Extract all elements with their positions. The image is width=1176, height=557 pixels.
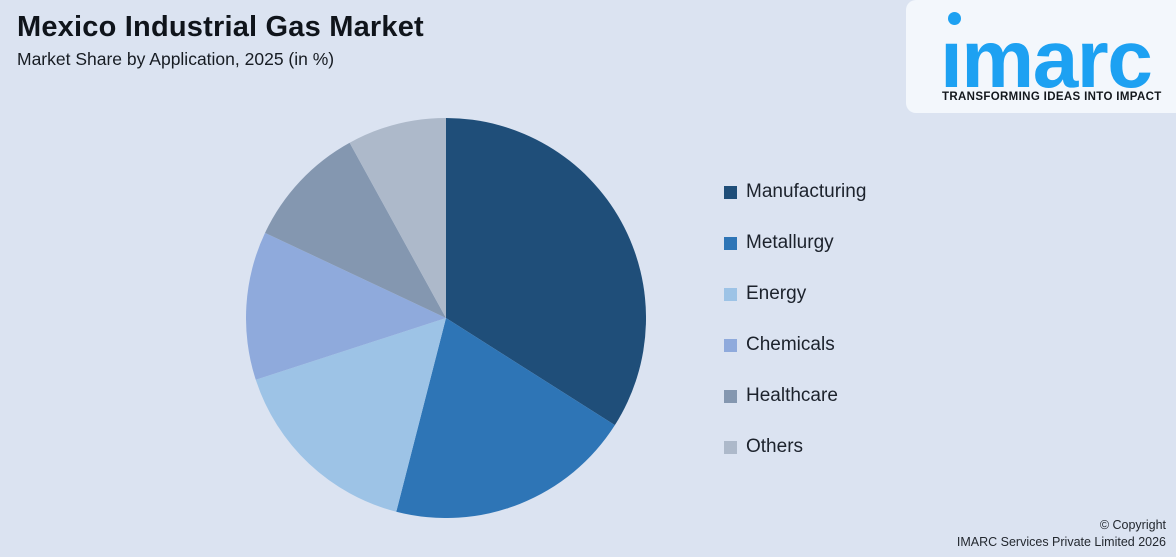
imarc-wordmark: ımarc [940, 14, 1153, 105]
legend-label: Manufacturing [746, 181, 867, 202]
legend-item: Others [724, 436, 866, 457]
copyright-line-2: IMARC Services Private Limited 2026 [956, 535, 1166, 549]
legend-label: Energy [746, 283, 807, 304]
page-subtitle: Market Share by Application, 2025 (in %) [17, 49, 335, 69]
legend-swatch-icon [724, 338, 737, 352]
pie-slice-others [349, 118, 446, 318]
legend-swatch-icon [724, 185, 737, 199]
pie-slice-manufacturing [446, 118, 647, 426]
copyright-line-1: © Copyright [1099, 518, 1166, 532]
header: Mexico Industrial Gas Market Market Shar… [17, 10, 424, 70]
pie-slice-energy [255, 318, 446, 512]
legend-swatch-icon [724, 236, 737, 250]
legend-swatch-icon [724, 440, 737, 454]
legend-item: Chemicals [724, 334, 866, 355]
legend-label: Chemicals [746, 334, 835, 355]
copyright-notice: © Copyright IMARC Services Private Limit… [957, 517, 1166, 551]
pie-slice-chemicals [245, 232, 446, 380]
legend-item: Energy [724, 283, 866, 304]
legend-item: Manufacturing [724, 181, 867, 202]
imarc-logo-dot-icon [948, 12, 961, 25]
legend-item: Healthcare [724, 385, 866, 406]
legend-label: Metallurgy [746, 232, 834, 253]
pie-chart-svg [245, 118, 647, 519]
legend-swatch-icon [724, 389, 737, 403]
pie-slice-healthcare [265, 142, 446, 318]
pie-slice-metallurgy [396, 318, 615, 519]
legend-item: Metallurgy [724, 232, 866, 253]
imarc-tagline: TRANSFORMING IDEAS INTO IMPACT [942, 91, 1162, 103]
legend-label: Healthcare [746, 385, 838, 406]
legend-label: Others [746, 436, 804, 457]
page-title: Mexico Industrial Gas Market [17, 11, 424, 43]
pie-chart [245, 118, 647, 519]
legend-swatch-icon [724, 287, 737, 301]
legend: Manufacturing Metallurgy Energy Chemical… [724, 181, 867, 488]
imarc-logo: ımarc TRANSFORMING IDEAS INTO IMPACT [906, 0, 1176, 113]
